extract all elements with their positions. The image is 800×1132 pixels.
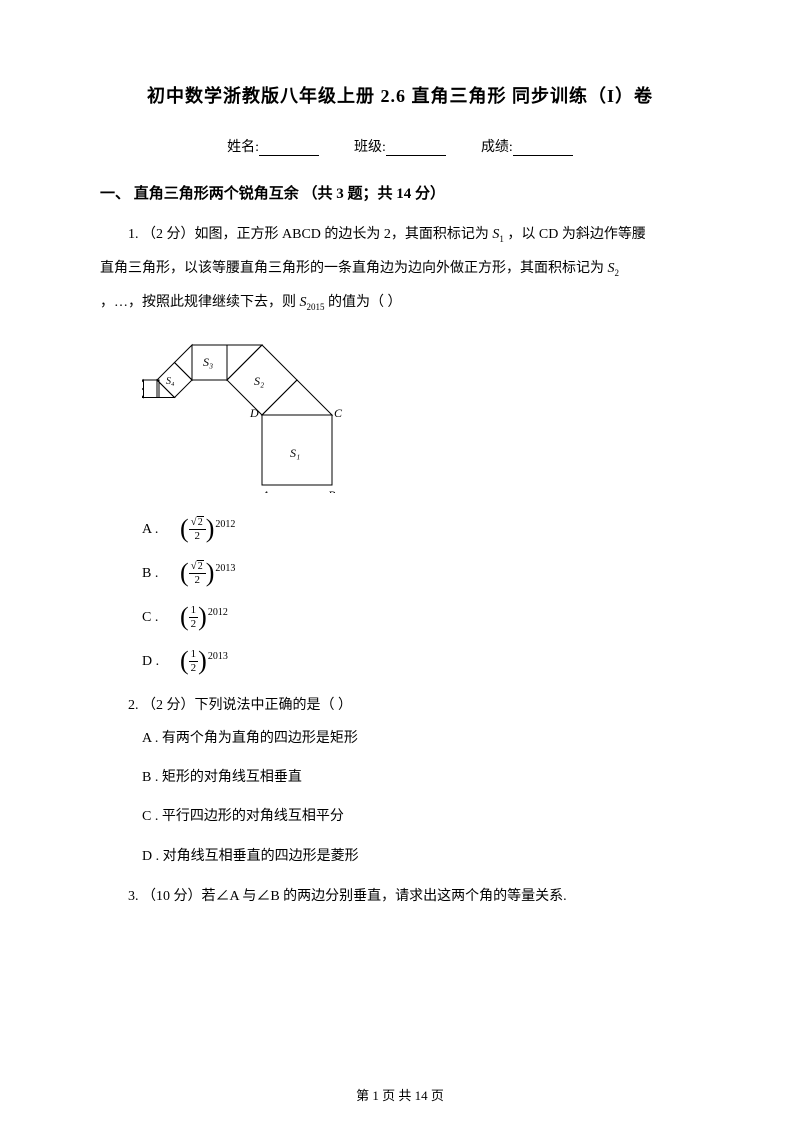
label-A: A (261, 488, 270, 493)
s1-symbol: S1 (492, 227, 504, 242)
name-label: 姓名: (227, 136, 259, 156)
label-B: B (328, 488, 336, 493)
q1-text: 1. （2 分）如图，正方形 ABCD 的边长为 2，其面积标记为 (128, 227, 492, 242)
q1-option-c: C . ( 12 ) 2012 (142, 604, 700, 630)
label-C: C (334, 406, 343, 420)
q3-stem: 3. （10 分）若∠A 与∠B 的两边分别垂直，请求出这两个角的等量关系. (100, 883, 700, 911)
q1-text: ，以 CD 为斜边作等腰 (507, 227, 645, 242)
q1-option-a: A . ( 22 ) 2012 (142, 516, 700, 542)
name-blank (259, 141, 319, 156)
score-label: 成绩: (481, 136, 513, 156)
q2-opt-d: D . 对角线互相垂直的四边形是菱形 (142, 844, 700, 869)
q1-text: 的值为（ ） (328, 295, 402, 310)
q2-opt-a: A . 有两个角为直角的四边形是矩形 (142, 726, 700, 751)
q1-option-b: B . ( 22 ) 2013 (142, 560, 700, 586)
s2-symbol: S2 (608, 261, 620, 276)
label-S2: S₂ (254, 374, 264, 388)
label-S1: S₁ (290, 446, 300, 460)
section1-heading: 一、 直角三角形两个锐角互余 （共 3 题；共 14 分） (100, 182, 700, 203)
q1-figure: A B C D S₁ S₂ S₃ S₄ (142, 333, 700, 498)
q2-opt-c: C . 平行四边形的对角线互相平分 (142, 804, 700, 829)
label-S3: S₃ (203, 355, 213, 369)
doc-title: 初中数学浙教版八年级上册 2.6 直角三角形 同步训练（I）卷 (100, 82, 700, 108)
q1-line2: 直角三角形，以该等腰直角三角形的一条直角边为边向外做正方形，其面积标记为 S2 (100, 255, 700, 283)
class-label: 班级: (354, 136, 386, 156)
label-S4: S₄ (166, 376, 175, 387)
opt-c-letter: C . (142, 607, 170, 628)
q1-option-d: D . ( 12 ) 2013 (142, 648, 700, 674)
opt-a-letter: A . (142, 519, 170, 540)
q1-line3: ，…，按照此规律继续下去，则 S2015 的值为（ ） (100, 289, 700, 317)
info-row: 姓名: 班级: 成绩: (100, 136, 700, 156)
q1-text: ，…，按照此规律继续下去，则 (100, 295, 300, 310)
opt-d-letter: D . (142, 651, 170, 672)
q2-stem: 2. （2 分）下列说法中正确的是（ ） (100, 692, 700, 720)
page-footer: 第 1 页 共 14 页 (0, 1085, 800, 1104)
q2-opt-b: B . 矩形的对角线互相垂直 (142, 765, 700, 790)
opt-b-letter: B . (142, 563, 170, 584)
q1-text: 直角三角形，以该等腰直角三角形的一条直角边为边向外做正方形，其面积标记为 (100, 261, 608, 276)
label-D: D (249, 406, 259, 420)
q1-line1: 1. （2 分）如图，正方形 ABCD 的边长为 2，其面积标记为 S1 ，以 … (100, 221, 700, 249)
s2015-symbol: S2015 (300, 295, 325, 310)
score-blank (513, 141, 573, 156)
class-blank (386, 141, 446, 156)
